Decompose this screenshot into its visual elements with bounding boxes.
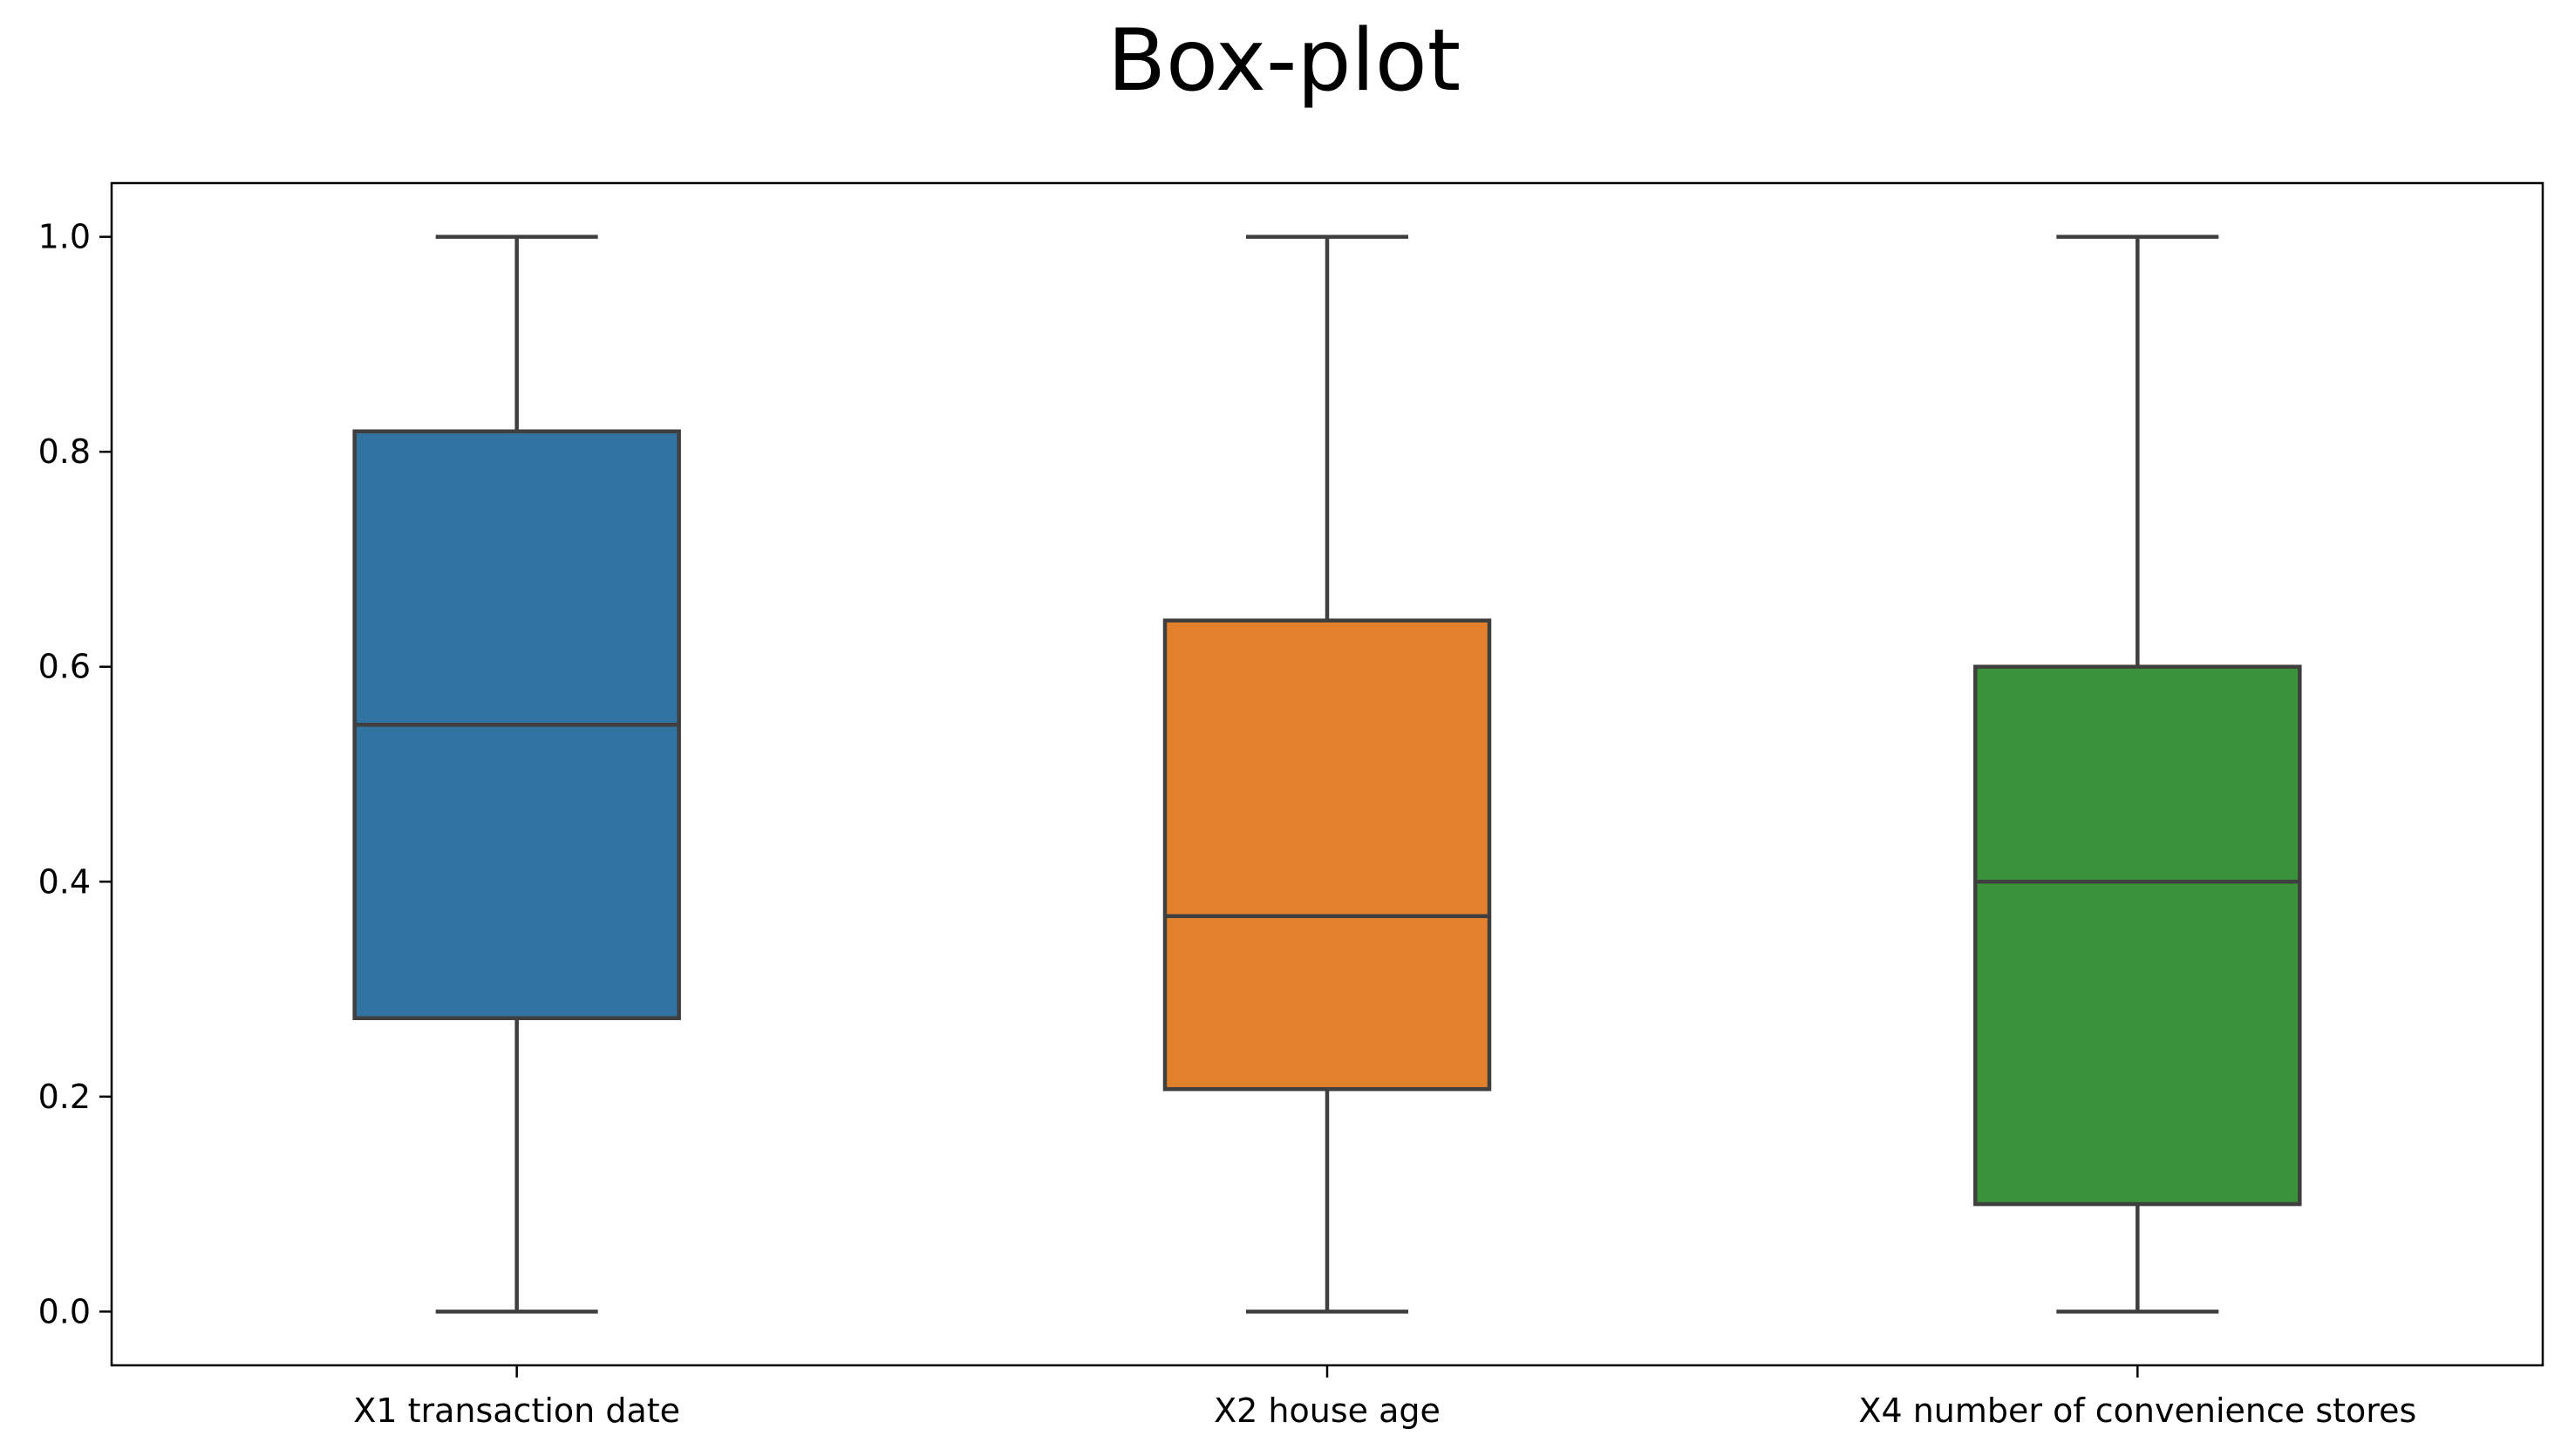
x-tick-label: X4 number of convenience stores xyxy=(1858,1391,2416,1430)
x-axis: X1 transaction date X2 house age X4 number… xyxy=(353,1365,2416,1430)
chart-title: Box-plot xyxy=(1107,11,1461,111)
y-tick-label: 1.0 xyxy=(38,218,91,256)
y-tick-label: 0.0 xyxy=(38,1292,91,1330)
box-group xyxy=(1162,235,1492,1314)
box-iqr xyxy=(1162,618,1492,1092)
box-iqr xyxy=(1973,664,2302,1207)
plot-frame xyxy=(110,181,2544,1367)
x-tick-label: X1 transaction date xyxy=(353,1391,680,1430)
box-group xyxy=(352,235,681,1314)
x-tick-label: X2 house age xyxy=(1214,1391,1441,1430)
box-group xyxy=(1973,235,2302,1314)
y-tick-label: 0.2 xyxy=(38,1078,91,1116)
boxes-layer xyxy=(352,235,2302,1314)
y-tick-label: 0.6 xyxy=(38,648,91,686)
y-axis: 0.0 0.2 0.4 0.6 0.8 1.0 xyxy=(38,218,112,1330)
y-tick-label: 0.4 xyxy=(38,862,91,901)
y-tick-label: 0.8 xyxy=(38,432,91,471)
